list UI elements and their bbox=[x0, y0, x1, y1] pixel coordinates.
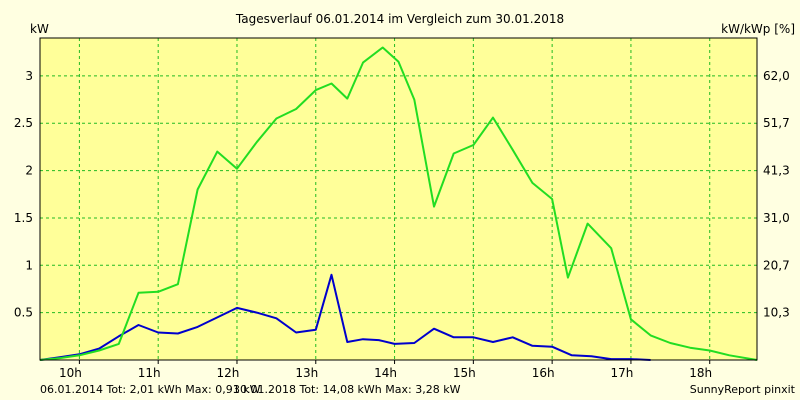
y-tick-label-left: 0.5 bbox=[14, 306, 33, 320]
x-tick-label: 16h bbox=[532, 366, 555, 380]
y-axis-left-label: kW bbox=[30, 22, 49, 36]
y-tick-label-right: 62,0 bbox=[763, 69, 790, 83]
x-tick-label: 13h bbox=[295, 366, 318, 380]
y-tick-label-right: 51,7 bbox=[763, 116, 790, 130]
y-tick-label-right: 41,3 bbox=[763, 164, 790, 178]
x-tick-label: 15h bbox=[453, 366, 476, 380]
x-tick-label: 18h bbox=[689, 366, 712, 380]
plot-frame bbox=[39, 37, 758, 361]
y-tick-label-right: 10,3 bbox=[763, 306, 790, 320]
y-axis-right-label: kW/kWp [%] bbox=[721, 22, 795, 36]
footer-credit: SunnyReport pinxit bbox=[690, 383, 796, 396]
x-tick-label: 12h bbox=[217, 366, 240, 380]
x-tick-label: 17h bbox=[610, 366, 633, 380]
x-tick-label: 10h bbox=[59, 366, 82, 380]
footer-green-summary: 30.01.2018 Tot: 14,08 kWh Max: 3,28 kW bbox=[233, 383, 461, 396]
y-tick-label-right: 20,7 bbox=[763, 258, 790, 272]
chart-title: Tagesverlauf 06.01.2014 im Vergleich zum… bbox=[235, 12, 564, 26]
x-tick-label: 14h bbox=[374, 366, 397, 380]
y-tick-label-left: 2 bbox=[25, 164, 33, 178]
y-tick-label-left: 2.5 bbox=[14, 116, 33, 130]
x-tick-label: 11h bbox=[138, 366, 161, 380]
axis-labels: 10h 11h 12h 13h 14h 15h 16h 17h 18h 0.5 10,3 1 20,7 1… bbox=[14, 69, 790, 380]
series-line-30.01.2018 bbox=[39, 46, 758, 361]
footer-blue-summary: 06.01.2014 Tot: 2,01 kWh Max: 0,91 kW bbox=[40, 383, 261, 396]
series-line-06.01.2014 bbox=[39, 273, 651, 361]
series-group bbox=[39, 46, 758, 361]
y-tick-label-left: 1 bbox=[25, 258, 33, 272]
y-tick-label-right: 31,0 bbox=[763, 211, 790, 225]
y-tick-label-left: 3 bbox=[25, 69, 33, 83]
y-tick-label-left: 1.5 bbox=[14, 211, 33, 225]
plot-area bbox=[40, 38, 757, 360]
